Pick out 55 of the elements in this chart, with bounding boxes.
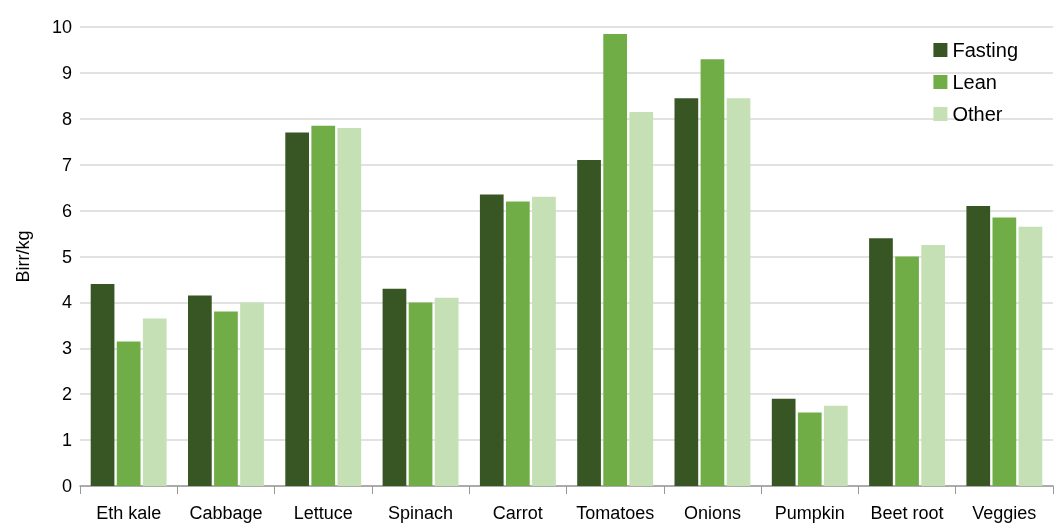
bar <box>1018 226 1043 486</box>
x-tick-label: Veggies <box>972 503 1037 523</box>
x-tick-label: Carrot <box>492 503 543 523</box>
x-tick-label: Cabbage <box>189 503 263 523</box>
legend-label: Fasting <box>952 39 1019 61</box>
x-tick-label: Beet root <box>870 503 944 523</box>
x-tick-label: Pumpkin <box>774 503 845 523</box>
bar <box>921 245 945 486</box>
x-tick-label: Lettuce <box>293 503 353 523</box>
bar <box>992 217 1017 486</box>
bar <box>188 295 212 486</box>
bar <box>285 132 310 486</box>
y-tick-label: 10 <box>51 17 72 37</box>
y-tick-label: 0 <box>61 476 72 496</box>
bar <box>90 284 115 486</box>
y-tick-label: 8 <box>61 108 72 129</box>
x-tick-label: Tomatoes <box>576 503 655 523</box>
bar <box>532 196 556 486</box>
y-tick-label: 1 <box>61 430 72 451</box>
bar <box>434 297 459 486</box>
y-tick-label: 2 <box>61 384 72 405</box>
bar <box>674 98 699 486</box>
bar <box>629 111 654 486</box>
bar <box>603 33 628 486</box>
bar <box>214 311 238 486</box>
bar <box>408 302 433 486</box>
bar <box>771 398 796 486</box>
bar <box>700 59 725 486</box>
bar <box>797 412 822 486</box>
x-tick-label: Spinach <box>388 503 454 523</box>
y-tick-label: 3 <box>61 338 72 359</box>
bar <box>382 288 407 486</box>
y-tick-label: 5 <box>61 246 72 267</box>
bar <box>966 206 991 486</box>
y-tick-label: 4 <box>61 292 72 313</box>
bar <box>823 405 848 486</box>
legend-label: Lean <box>952 71 997 93</box>
x-tick-label: Onions <box>683 503 741 523</box>
legend-label: Other <box>952 103 1003 125</box>
y-tick-label: 6 <box>61 200 72 221</box>
bar <box>505 201 530 486</box>
y-tick-label: 7 <box>61 154 72 175</box>
bar <box>311 125 336 486</box>
bar <box>142 318 167 486</box>
bar <box>726 98 751 486</box>
bar <box>479 194 504 486</box>
y-axis-title: Birr/kg <box>13 230 33 283</box>
bar <box>577 160 601 486</box>
y-tick-label: 9 <box>61 62 72 83</box>
bar <box>895 256 919 486</box>
bar <box>337 127 362 486</box>
bar <box>240 302 264 486</box>
bar <box>869 238 893 486</box>
x-tick-label: Eth kale <box>96 503 162 523</box>
bar <box>116 341 141 486</box>
